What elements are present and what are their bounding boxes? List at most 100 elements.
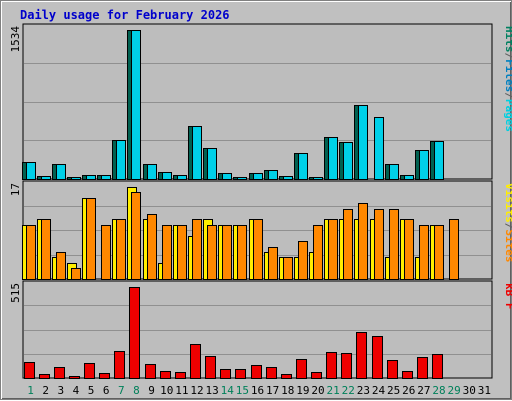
kbf-legend-item: kB F — [503, 283, 512, 310]
kbf-plot-area — [22, 280, 493, 379]
day-label: 15 — [236, 384, 249, 397]
kbf-kb-f-bar — [190, 344, 201, 379]
visits-sites-bar — [449, 219, 459, 280]
day-label: 24 — [372, 384, 386, 397]
hits-legend-item: Pages — [503, 99, 512, 132]
visits-sites-bar — [268, 247, 278, 280]
kbf-kb-f-bar — [372, 336, 383, 379]
kbf-kb-f-bar — [220, 369, 231, 379]
hits-hits-bar — [389, 164, 399, 180]
hits-hits-bar — [404, 175, 414, 180]
hits-hits-bar — [177, 175, 187, 180]
day-label: 26 — [402, 384, 415, 397]
hits-plot-area — [22, 23, 493, 180]
chart-title: Daily usage for February 2026 — [20, 8, 230, 22]
day-label: 6 — [103, 384, 110, 397]
visits-sites-bar — [131, 192, 141, 280]
visits-sites-bar — [389, 209, 399, 280]
kbf-kb-f-bar — [266, 367, 277, 379]
hits-hits-bar — [419, 150, 429, 180]
day-label: 5 — [88, 384, 95, 397]
visits-sites-bar — [419, 225, 429, 280]
hits-hits-bar — [298, 153, 308, 180]
visits-sites-bar — [313, 225, 323, 280]
kbf-kb-f-bar — [129, 287, 140, 379]
kbf-kb-f-bar — [341, 353, 352, 379]
visits-sites-bar — [192, 219, 202, 280]
kbf-legend: kB F — [503, 283, 512, 310]
visits-legend-item: / — [503, 223, 512, 230]
kbf-kb-f-bar — [235, 369, 246, 379]
day-label: 29 — [448, 384, 461, 397]
visits-sites-bar — [222, 225, 232, 280]
hits-hits-bar — [192, 126, 202, 180]
hits-hits-bar — [207, 148, 217, 180]
visits-sites-bar — [147, 214, 157, 280]
hits-hits-bar — [268, 170, 278, 180]
hits-hits-bar — [56, 164, 66, 180]
kbf-kb-f-bar — [326, 352, 337, 379]
visits-sites-bar — [116, 219, 126, 280]
visits-sites-bar — [283, 257, 293, 280]
day-label: 7 — [118, 384, 125, 397]
kbf-kb-f-bar — [160, 371, 171, 379]
hits-hits-bar — [26, 162, 36, 180]
hits-legend-item: / — [503, 92, 512, 99]
day-label: 22 — [342, 384, 355, 397]
hits-hits-bar — [237, 177, 247, 180]
kbf-kb-f-bar — [281, 374, 292, 379]
visits-sites-bar — [101, 225, 111, 280]
kbf-kb-f-bar — [99, 373, 110, 379]
kbf-kb-f-bar — [402, 371, 413, 379]
day-label: 10 — [160, 384, 173, 397]
kbf-kb-f-bar — [24, 362, 35, 379]
visits-sites-bar — [71, 268, 81, 280]
visits-sites-bar — [328, 219, 338, 280]
day-label: 3 — [58, 384, 65, 397]
hits-hits-bar — [434, 141, 444, 180]
visits-sites-bar — [86, 198, 96, 280]
kbf-kb-f-bar — [205, 356, 216, 379]
kbf-kb-f-bar — [69, 376, 80, 379]
visits-sites-bar — [374, 209, 384, 280]
kbf-kb-f-bar — [432, 354, 443, 379]
hits-legend-item: Hits — [503, 26, 512, 53]
visits-sites-bar — [207, 225, 217, 280]
kbf-kb-f-bar — [417, 357, 428, 379]
visits-sites-bar — [177, 225, 187, 280]
day-label: 14 — [221, 384, 235, 397]
hits-hits-bar — [116, 140, 126, 180]
kbf-kb-f-bar — [175, 372, 186, 379]
hits-hits-bar — [358, 105, 368, 180]
day-label: 20 — [311, 384, 324, 397]
day-label: 30 — [463, 384, 476, 397]
kbf-kb-f-bar — [251, 365, 262, 379]
hits-hits-bar — [86, 175, 96, 180]
day-label: 1 — [27, 384, 34, 397]
kbf-kb-f-bar — [39, 374, 50, 379]
kbf-kb-f-bar — [387, 360, 398, 379]
hits-hits-bar — [283, 176, 293, 180]
visits-sites-bar — [162, 225, 172, 280]
visits-sites-bar — [434, 225, 444, 280]
hits-hits-bar — [343, 142, 353, 180]
day-label: 9 — [148, 384, 155, 397]
hits-hits-bar — [162, 172, 172, 180]
day-label: 23 — [357, 384, 370, 397]
visits-max-label: 17 — [9, 183, 22, 196]
kbf-max-label: 515 — [9, 283, 22, 303]
hits-hits-bar — [222, 173, 232, 180]
day-label: 28 — [432, 384, 445, 397]
kbf-kb-f-bar — [311, 372, 322, 379]
visits-sites-bar — [404, 219, 414, 280]
day-label: 18 — [281, 384, 294, 397]
visits-legend-item: Visits — [503, 183, 512, 223]
kbf-kb-f-bar — [114, 351, 125, 379]
kbf-kb-f-bar — [296, 359, 307, 379]
day-label: 2 — [42, 384, 49, 397]
visits-sites-bar — [237, 225, 247, 280]
day-label: 11 — [175, 384, 188, 397]
kbf-kb-f-bar — [145, 364, 156, 379]
day-label: 16 — [251, 384, 264, 397]
